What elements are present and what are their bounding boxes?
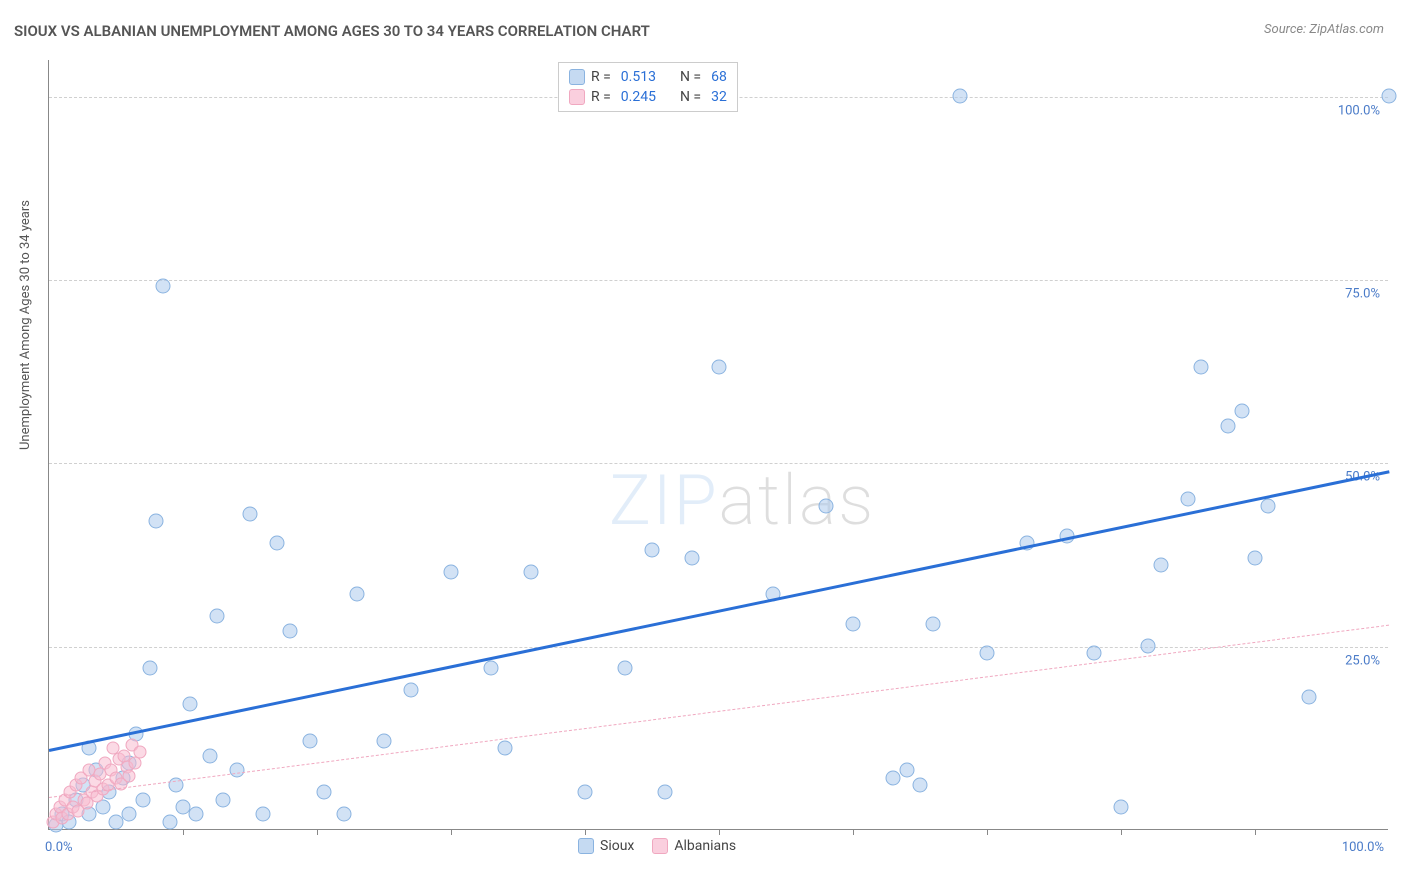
data-point [303,734,318,749]
stat-r-value: 0.245 [621,89,656,105]
data-point [155,279,170,294]
data-point [658,785,673,800]
data-point [497,741,512,756]
stat-r-label: R = [591,89,611,105]
x-tick [987,829,988,835]
data-point [316,785,331,800]
x-tick [585,829,586,835]
stats-row: R = 0.513 N = 68 [569,67,727,87]
data-point [229,763,244,778]
source-label: Source: ZipAtlas.com [1264,22,1384,37]
data-point [283,624,298,639]
data-point [162,814,177,829]
chart-title: SIOUX VS ALBANIAN UNEMPLOYMENT AMONG AGE… [14,22,650,40]
data-point [819,499,834,514]
data-point [444,565,459,580]
legend-item: Sioux [578,838,634,854]
chart-plot-area: ZIPatlas 25.0%50.0%75.0%100.0% [48,60,1388,830]
data-point [377,734,392,749]
stat-n-label: N = [680,89,701,105]
watermark: ZIPatlas [609,460,875,542]
trend-line [49,625,1389,798]
y-tick-label: 75.0% [1345,287,1380,302]
y-tick-label: 100.0% [1338,103,1380,118]
data-point [202,748,217,763]
data-point [899,763,914,778]
gridline [49,280,1388,281]
data-point [1114,800,1129,815]
data-point [1261,499,1276,514]
legend-label: Albanians [674,838,736,854]
stats-legend-box: R = 0.513 N = 68 R = 0.245 N = 32 [558,62,738,112]
x-tick [183,829,184,835]
data-point [216,792,231,807]
x-tick [1255,829,1256,835]
data-point [122,807,137,822]
series-legend: Sioux Albanians [578,838,736,854]
data-point [578,785,593,800]
data-point [243,506,258,521]
data-point [1181,492,1196,507]
stat-r-value: 0.513 [621,69,656,85]
x-axis-min-label: 0.0% [45,840,73,855]
stat-n-label: N = [680,69,701,85]
data-point [142,660,157,675]
x-tick [451,829,452,835]
stat-n-value: 68 [711,69,727,85]
data-point [134,746,147,759]
data-point [1194,360,1209,375]
data-point [350,587,365,602]
data-point [712,360,727,375]
gridline [49,463,1388,464]
data-point [149,514,164,529]
data-point [269,536,284,551]
data-point [980,646,995,661]
x-tick [853,829,854,835]
data-point [135,792,150,807]
data-point [1234,404,1249,419]
data-point [953,88,968,103]
legend-item: Albanians [652,838,736,854]
x-tick [1121,829,1122,835]
data-point [913,778,928,793]
data-point [1382,88,1397,103]
data-point [1221,418,1236,433]
stat-n-value: 32 [711,89,727,105]
y-tick-label: 25.0% [1345,653,1380,668]
stat-r-label: R = [591,69,611,85]
data-point [618,660,633,675]
data-point [123,770,136,783]
data-point [645,543,660,558]
legend-swatch-pink [652,838,668,854]
legend-swatch-blue [578,838,594,854]
series-swatch-blue [569,69,585,85]
watermark-thin: atlas [719,460,876,542]
data-point [484,660,499,675]
stats-row: R = 0.245 N = 32 [569,87,727,107]
data-point [256,807,271,822]
x-tick [719,829,720,835]
data-point [403,682,418,697]
legend-label: Sioux [600,838,634,854]
x-tick [317,829,318,835]
data-point [336,807,351,822]
data-point [1301,690,1316,705]
data-point [1154,558,1169,573]
series-swatch-pink [569,89,585,105]
y-axis-label: Unemployment Among Ages 30 to 34 years [18,200,33,450]
x-axis-max-label: 100.0% [1342,840,1384,855]
data-point [1248,550,1263,565]
data-point [926,616,941,631]
data-point [1087,646,1102,661]
gridline [49,647,1388,648]
watermark-bold: ZIP [609,460,719,542]
data-point [182,697,197,712]
data-point [846,616,861,631]
data-point [524,565,539,580]
data-point [209,609,224,624]
data-point [1140,638,1155,653]
data-point [685,550,700,565]
data-point [189,807,204,822]
